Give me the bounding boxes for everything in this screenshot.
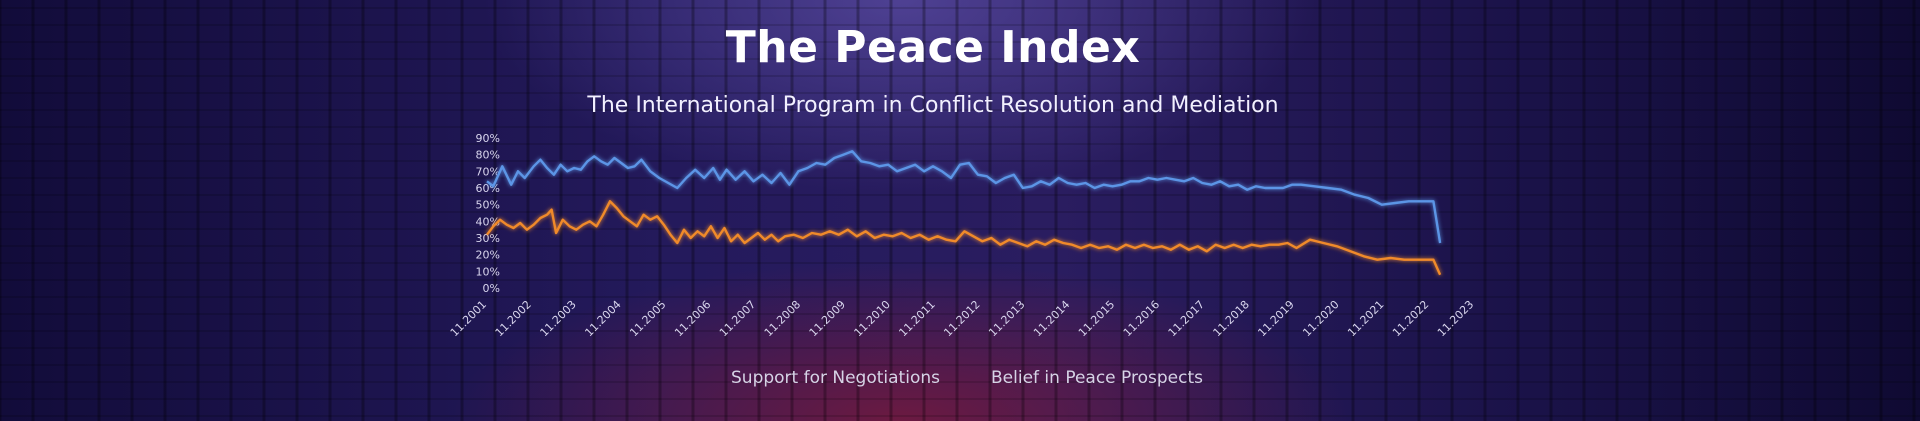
y-tick-label: 30%	[476, 232, 500, 245]
x-tick-label: 11.2003	[538, 298, 579, 339]
x-tick-label: 11.2010	[852, 298, 893, 339]
series-line-2	[486, 200, 1442, 276]
x-axis: 11.2001 11.2002 11.2003 11.2004 11.2005 11.20…	[448, 298, 1477, 339]
x-tick-label: 11.2022	[1390, 298, 1431, 339]
legend-label-1: Support for Negotiations	[731, 368, 940, 388]
x-tick-label: 11.2013	[986, 298, 1027, 339]
x-tick-label: 11.2006	[672, 298, 713, 339]
y-tick-label: 50%	[476, 199, 500, 212]
page-title: The Peace Index	[725, 22, 1141, 73]
x-tick-label: 11.2019	[1255, 298, 1296, 339]
y-tick-label: 90%	[476, 132, 500, 145]
y-tick-label: 10%	[476, 265, 500, 278]
y-tick-label: 80%	[476, 149, 500, 162]
x-tick-label: 11.2023	[1435, 298, 1476, 339]
y-tick-label: 70%	[476, 165, 500, 178]
legend-label-2: Belief in Peace Prospects	[991, 368, 1203, 388]
x-tick-label: 11.2014	[1031, 298, 1072, 339]
x-tick-label: 11.2005	[627, 298, 668, 339]
x-tick-label: 11.2020	[1300, 298, 1341, 339]
x-tick-label: 11.2021	[1345, 298, 1386, 339]
x-tick-label: 11.2007	[717, 298, 758, 339]
x-tick-label: 11.2004	[582, 298, 623, 339]
series-lines	[486, 150, 1442, 276]
x-tick-label: 11.2008	[762, 298, 803, 339]
x-tick-label: 11.2018	[1211, 298, 1252, 339]
x-tick-label: 11.2015	[1076, 298, 1117, 339]
series-line-1	[486, 150, 1442, 244]
x-tick-label: 11.2001	[448, 298, 489, 339]
x-tick-label: 11.2009	[807, 298, 848, 339]
x-tick-label: 11.2011	[896, 298, 937, 339]
y-tick-label: 20%	[476, 249, 500, 262]
x-tick-label: 11.2002	[493, 298, 534, 339]
chart-legend: Support for Negotiations Belief in Peace …	[705, 368, 1203, 388]
page-subtitle: The International Program in Conflict Re…	[587, 93, 1279, 118]
y-tick-label: 60%	[476, 182, 500, 195]
x-tick-label: 11.2012	[941, 298, 982, 339]
x-tick-label: 11.2017	[1166, 298, 1207, 339]
x-tick-label: 11.2016	[1121, 298, 1162, 339]
y-tick-label: 0%	[483, 282, 500, 295]
y-axis: 0%10%20%30%40%50%60%70%80%90%	[476, 132, 500, 295]
